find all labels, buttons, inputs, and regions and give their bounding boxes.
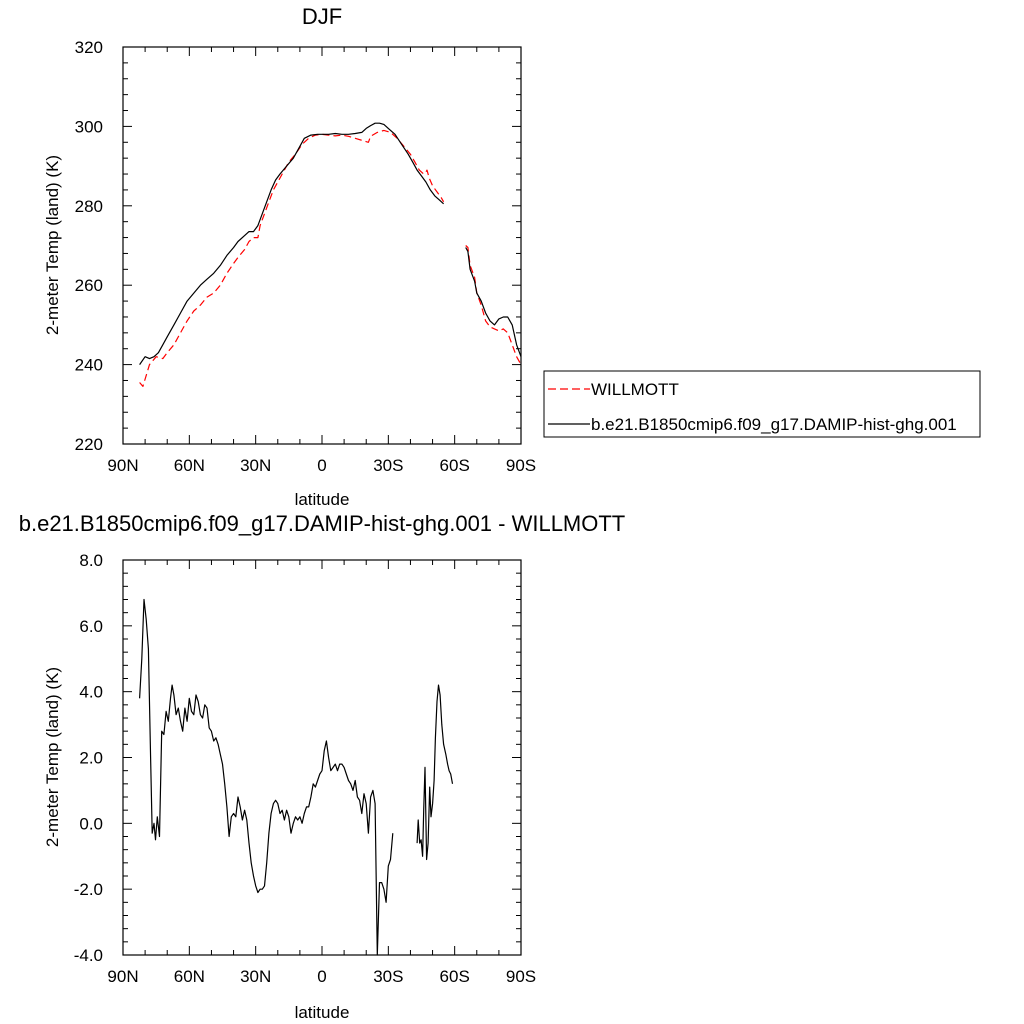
- bottom-panel: b.e21.B1850cmip6.f09_g17.DAMIP-hist-ghg.…: [19, 511, 626, 1022]
- bottom-series-0-line: [139, 598, 394, 956]
- bottom-series-0-line: [416, 684, 454, 861]
- y-tick-label: 8.0: [79, 551, 103, 570]
- legend: WILLMOTT b.e21.B1850cmip6.f09_g17.DAMIP-…: [543, 370, 981, 438]
- x-tick-label: 0: [317, 967, 326, 986]
- y-tick-label: 220: [75, 435, 103, 454]
- x-tick-label: 30N: [240, 967, 271, 986]
- legend-box: [543, 370, 981, 438]
- y-tick-label: 300: [75, 117, 103, 136]
- x-tick-label: 90S: [506, 456, 536, 475]
- bottom-y-axis-label: 2-meter Temp (land) (K): [43, 667, 62, 847]
- y-tick-label: -2.0: [74, 880, 103, 899]
- x-tick-label: 60S: [440, 967, 470, 986]
- top-series-1-line: [465, 247, 522, 357]
- y-tick-label: 280: [75, 197, 103, 216]
- top-series-0-line: [139, 129, 445, 387]
- x-tick-label: 60S: [440, 456, 470, 475]
- top-panel: DJF 2-meter Temp (land) (K) latitude 90N…: [43, 4, 536, 509]
- legend-willmott-label: WILLMOTT: [591, 380, 679, 399]
- top-series-0-line: [465, 245, 522, 365]
- legend-model-label: b.e21.B1850cmip6.f09_g17.DAMIP-hist-ghg.…: [591, 415, 957, 434]
- y-tick-label: 260: [75, 276, 103, 295]
- y-tick-label: 2.0: [79, 749, 103, 768]
- x-tick-label: 30N: [240, 456, 271, 475]
- x-tick-label: 30S: [373, 967, 403, 986]
- top-chart-title: DJF: [302, 4, 342, 29]
- y-tick-label: 6.0: [79, 617, 103, 636]
- top-series-1-line: [139, 122, 445, 365]
- x-tick-label: 90N: [107, 967, 138, 986]
- bottom-chart-title: b.e21.B1850cmip6.f09_g17.DAMIP-hist-ghg.…: [19, 511, 626, 536]
- top-plot-frame: [122, 46, 522, 445]
- y-tick-label: -4.0: [74, 946, 103, 965]
- y-tick-label: 240: [75, 356, 103, 375]
- y-tick-label: 0.0: [79, 814, 103, 833]
- x-tick-label: 60N: [174, 967, 205, 986]
- bottom-x-axis-label: latitude: [295, 1003, 350, 1022]
- x-tick-label: 90S: [506, 967, 536, 986]
- x-tick-label: 90N: [107, 456, 138, 475]
- x-tick-label: 0: [317, 456, 326, 475]
- x-tick-label: 60N: [174, 456, 205, 475]
- y-tick-label: 320: [75, 38, 103, 57]
- top-y-axis-label: 2-meter Temp (land) (K): [43, 155, 62, 335]
- bottom-plot-frame: [122, 559, 522, 956]
- top-x-axis-label: latitude: [295, 490, 350, 509]
- y-tick-label: 4.0: [79, 683, 103, 702]
- x-tick-label: 30S: [373, 456, 403, 475]
